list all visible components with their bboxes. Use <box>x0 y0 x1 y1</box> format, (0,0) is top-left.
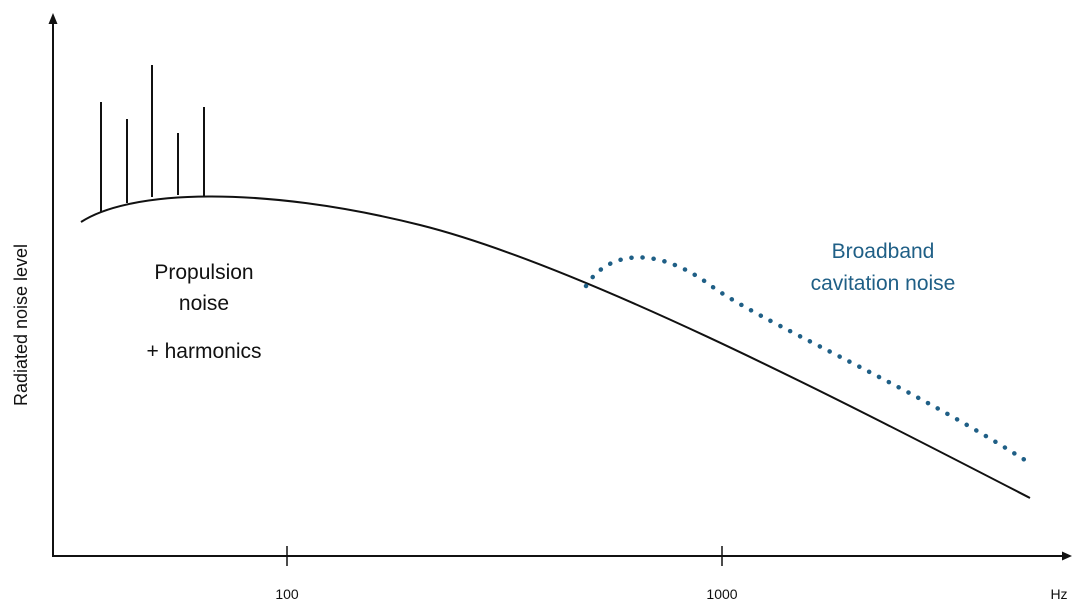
propulsion-noise-curve <box>80 195 1031 499</box>
y-axis-title: Radiated noise level <box>11 244 31 406</box>
cavitation-noise-label-line1: Broadband <box>832 240 935 263</box>
y-axis-arrow <box>48 13 58 24</box>
x-tick-label-100: 100 <box>275 586 299 602</box>
x-axis-arrow <box>1062 551 1072 561</box>
x-unit-label: Hz <box>1050 586 1067 602</box>
propulsion-noise-label-line1: Propulsion <box>154 261 253 284</box>
harmonics-label: + harmonics <box>147 340 262 363</box>
cavitation-noise-curve <box>583 255 1031 465</box>
propulsion-noise-label-line2: noise <box>179 292 229 315</box>
x-tick-label-1000: 1000 <box>706 586 737 602</box>
cavitation-noise-label-line2: cavitation noise <box>811 272 956 295</box>
